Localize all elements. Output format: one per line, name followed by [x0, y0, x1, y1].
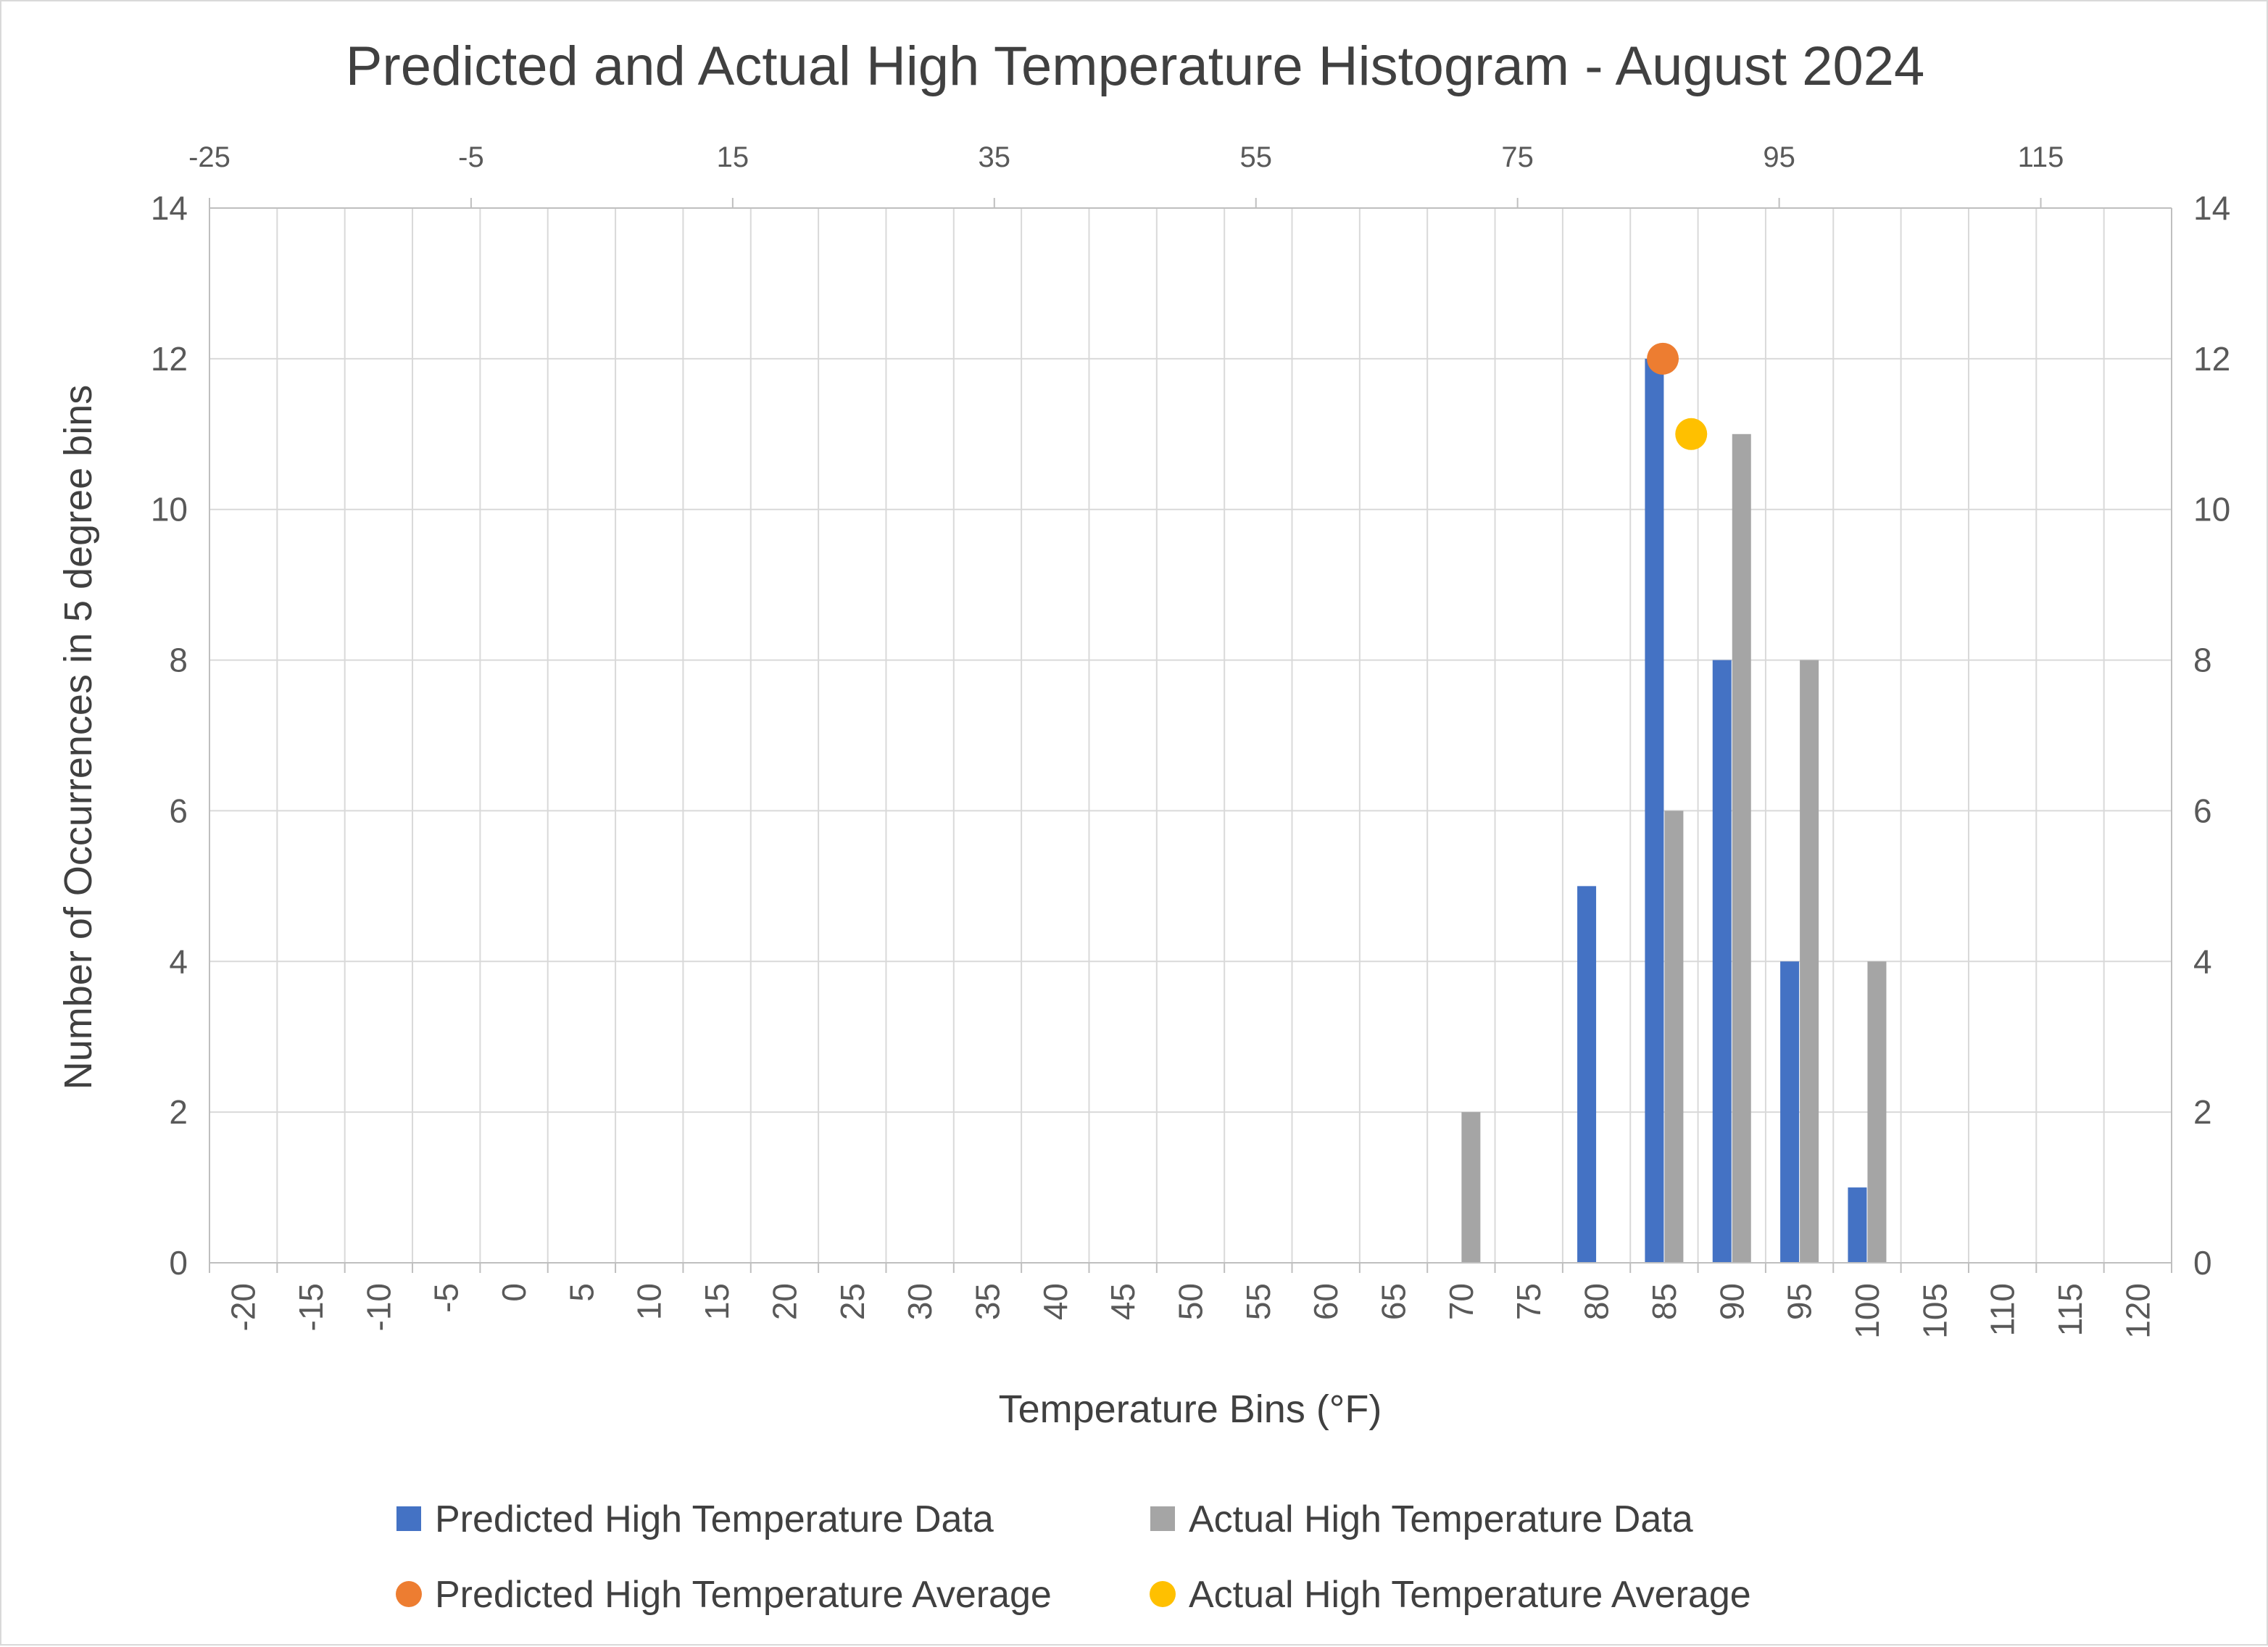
y-tick-label-left: 0 — [169, 1244, 188, 1282]
x-tick-label: 15 — [698, 1283, 736, 1320]
x-tick-label: 80 — [1578, 1283, 1616, 1320]
predicted-bar — [1780, 961, 1800, 1263]
x-tick-label: 75 — [1510, 1283, 1548, 1320]
y-tick-label-right: 0 — [2193, 1244, 2212, 1282]
actual-average-point — [1675, 418, 1708, 450]
x-tick-label: 0 — [495, 1283, 533, 1302]
x-tick-label: -5 — [428, 1283, 465, 1313]
y-tick-label-right: 2 — [2193, 1093, 2212, 1131]
x-tick-label: 85 — [1645, 1283, 1683, 1320]
x-tick-label: 60 — [1307, 1283, 1345, 1320]
x-tick-label: 105 — [1916, 1283, 1953, 1339]
top-x-tick-label: 95 — [1763, 141, 1795, 173]
x-tick-label: 25 — [834, 1283, 871, 1320]
predicted-average-point — [1647, 342, 1679, 375]
y-tick-label-left: 4 — [169, 942, 188, 980]
legend-actual-average-label: Actual High Temperature Average — [1189, 1574, 1751, 1616]
x-tick-label: 10 — [631, 1283, 668, 1320]
top-x-tick-label: 55 — [1239, 141, 1272, 173]
x-axis-title: Temperature Bins (°F) — [999, 1387, 1382, 1431]
predicted-bar — [1712, 660, 1732, 1263]
x-tick-label: 90 — [1713, 1283, 1750, 1320]
x-tick-label: 65 — [1375, 1283, 1413, 1320]
legend: Predicted High Temperature Data Actual Hi… — [396, 1498, 1751, 1616]
y-tick-label-right: 14 — [2193, 189, 2230, 227]
y-tick-label-left: 6 — [169, 792, 188, 829]
x-tick-label: 95 — [1781, 1283, 1819, 1320]
top-x-tick-label: -5 — [458, 141, 484, 173]
y-tick-label-left: 12 — [151, 340, 188, 378]
legend-actual-data-label: Actual High Temperature Data — [1189, 1498, 1693, 1540]
predicted-bar — [1577, 886, 1597, 1263]
x-tick-label: -20 — [225, 1283, 262, 1331]
top-x-tick-label: 35 — [979, 141, 1011, 173]
top-x-tick-label: -25 — [188, 141, 230, 173]
legend-predicted-data-label: Predicted High Temperature Data — [435, 1498, 994, 1540]
predicted-bar — [1848, 1187, 1867, 1263]
y-axis-title: Number of Occurrences in 5 degree bins — [57, 385, 100, 1090]
x-tick-label: 100 — [1848, 1283, 1886, 1339]
x-tick-label: 35 — [968, 1283, 1006, 1320]
gridlines — [209, 207, 2172, 1263]
x-tick-label: 55 — [1239, 1283, 1277, 1320]
legend-predicted-data-swatch — [396, 1506, 421, 1531]
axes: 0 0 2 2 4 4 6 6 8 8 10 10 12 12 14 14 -20 -15 -10 -5 0 5 10 15 2… — [151, 141, 2230, 1339]
actual-bar — [1732, 433, 1751, 1264]
x-tick-label: 110 — [1984, 1283, 2022, 1336]
y-tick-label-left: 10 — [151, 491, 188, 528]
y-tick-label-right: 4 — [2193, 942, 2212, 980]
predicted-bar — [1645, 358, 1664, 1263]
legend-predicted-average-label: Predicted High Temperature Average — [435, 1574, 1052, 1616]
legend-predicted-average-swatch — [396, 1581, 422, 1607]
x-tick-label: 45 — [1104, 1283, 1142, 1320]
x-tick-label: 50 — [1172, 1283, 1210, 1320]
x-tick-label: 120 — [2119, 1283, 2156, 1339]
x-tick-label: -15 — [292, 1283, 330, 1331]
top-x-tick-label: 75 — [1501, 141, 1534, 173]
top-x-tick-label: 15 — [717, 141, 749, 173]
x-tick-label: 20 — [765, 1283, 803, 1320]
actual-bar — [1800, 660, 1819, 1263]
x-tick-label: 30 — [901, 1283, 939, 1320]
y-tick-label-left: 14 — [151, 189, 188, 227]
x-tick-label: 70 — [1442, 1283, 1480, 1320]
y-tick-label-right: 10 — [2193, 491, 2230, 528]
actual-bar — [1867, 961, 1887, 1263]
actual-bar — [1664, 810, 1684, 1263]
x-tick-label: -10 — [360, 1283, 397, 1331]
y-tick-label-right: 8 — [2193, 642, 2212, 679]
average-points — [1647, 342, 1708, 450]
x-tick-label: 5 — [562, 1283, 600, 1302]
x-tick-label: 115 — [2051, 1283, 2089, 1336]
y-tick-label-left: 2 — [169, 1093, 188, 1131]
y-tick-label-left: 8 — [169, 642, 188, 679]
y-tick-label-right: 12 — [2193, 340, 2230, 378]
chart-title: Predicted and Actual High Temperature Hi… — [346, 36, 1925, 97]
y-tick-label-right: 6 — [2193, 792, 2212, 829]
top-x-tick-label: 115 — [2018, 141, 2064, 173]
legend-actual-average-swatch — [1150, 1581, 1176, 1607]
actual-bar — [1461, 1112, 1481, 1263]
legend-actual-data-swatch — [1150, 1506, 1175, 1531]
x-tick-label: 40 — [1037, 1283, 1074, 1320]
bars — [1461, 358, 1887, 1264]
